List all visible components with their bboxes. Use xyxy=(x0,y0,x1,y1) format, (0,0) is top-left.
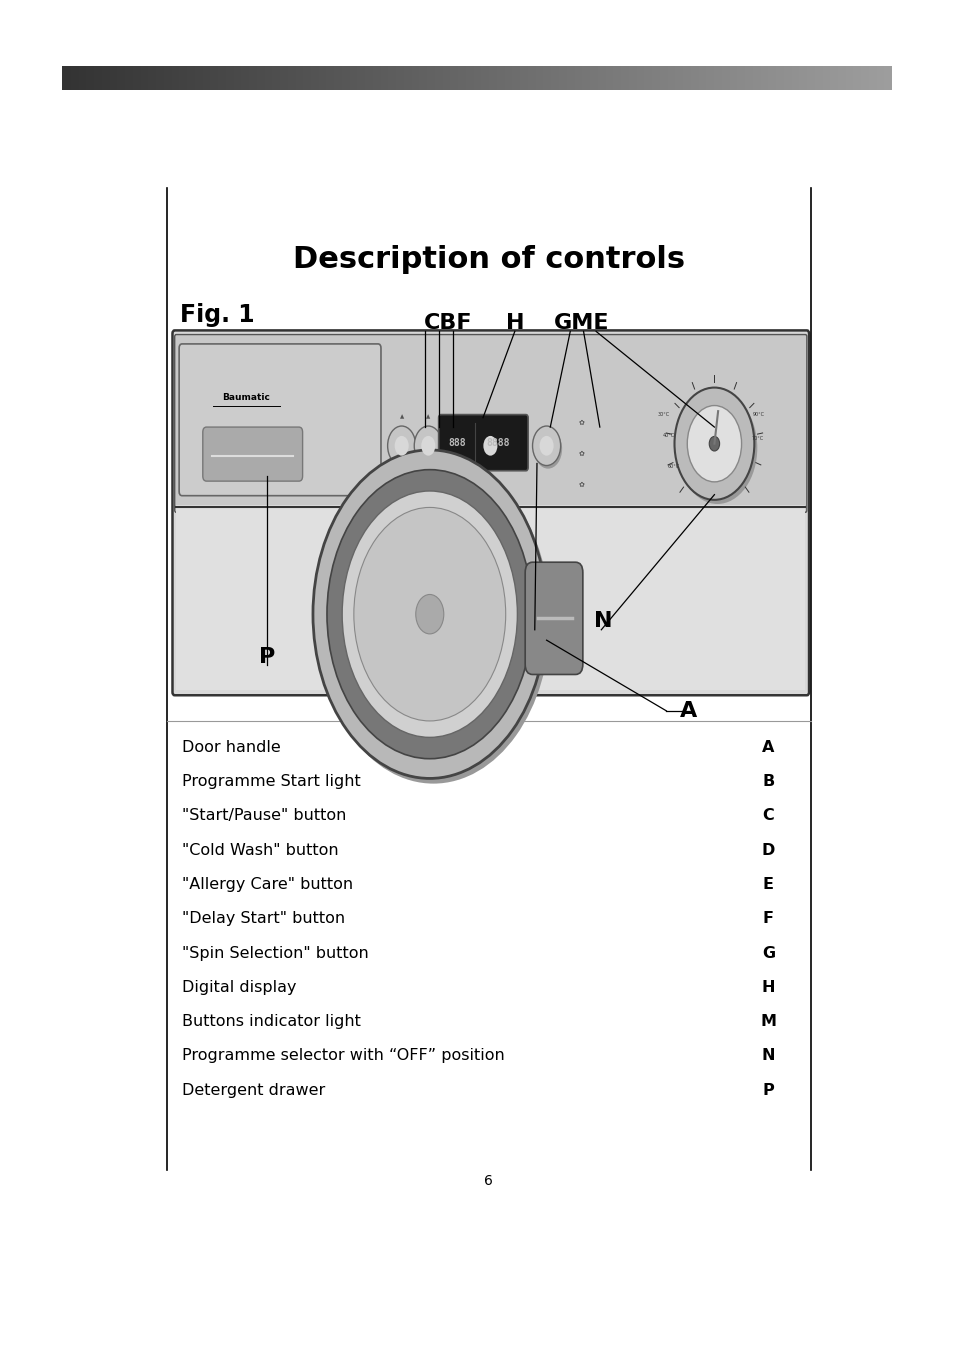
Circle shape xyxy=(414,427,442,466)
Text: C: C xyxy=(761,809,774,824)
Text: Door handle: Door handle xyxy=(182,740,280,755)
Text: 888: 888 xyxy=(448,437,465,448)
Circle shape xyxy=(395,436,408,456)
Text: 40°C: 40°C xyxy=(661,433,674,437)
FancyBboxPatch shape xyxy=(203,427,302,481)
Circle shape xyxy=(342,491,517,737)
Text: Buttons indicator light: Buttons indicator light xyxy=(182,1014,360,1029)
Text: ▲: ▲ xyxy=(426,414,430,420)
Text: 70°C: 70°C xyxy=(750,436,762,441)
Circle shape xyxy=(686,405,740,482)
Text: M: M xyxy=(760,1014,776,1029)
Text: G: G xyxy=(761,945,774,961)
Text: H: H xyxy=(760,980,775,995)
Text: 60°C: 60°C xyxy=(667,464,679,468)
Text: "Allergy Care" button: "Allergy Care" button xyxy=(182,878,353,892)
Circle shape xyxy=(316,455,550,783)
Text: MD: MD xyxy=(517,612,557,632)
Text: Detergent drawer: Detergent drawer xyxy=(182,1083,325,1098)
Text: P: P xyxy=(761,1083,774,1098)
Circle shape xyxy=(539,436,553,456)
Text: N: N xyxy=(594,612,612,632)
Text: Digital display: Digital display xyxy=(182,980,296,995)
FancyBboxPatch shape xyxy=(179,344,380,495)
Text: Description of controls: Description of controls xyxy=(293,246,684,274)
Text: A: A xyxy=(679,701,697,721)
Text: Fig. 1: Fig. 1 xyxy=(180,302,254,327)
Circle shape xyxy=(674,387,754,500)
FancyBboxPatch shape xyxy=(172,331,808,695)
Text: D: D xyxy=(760,842,774,857)
FancyBboxPatch shape xyxy=(174,335,806,512)
Text: ✿: ✿ xyxy=(578,450,583,456)
Circle shape xyxy=(327,470,532,759)
Text: "Cold Wash" button: "Cold Wash" button xyxy=(182,842,338,857)
Text: N: N xyxy=(760,1049,775,1064)
Text: Programme Start light: Programme Start light xyxy=(182,774,360,788)
Text: F: F xyxy=(762,911,773,926)
Bar xyxy=(176,505,804,690)
Circle shape xyxy=(354,508,505,721)
Text: E: E xyxy=(762,878,773,892)
Circle shape xyxy=(387,427,416,466)
Text: ✿: ✿ xyxy=(578,481,583,487)
Text: 90°C: 90°C xyxy=(752,412,764,417)
Text: P: P xyxy=(258,647,275,667)
Text: H: H xyxy=(505,313,523,333)
Text: 30°C: 30°C xyxy=(658,412,670,417)
Circle shape xyxy=(416,594,443,634)
Circle shape xyxy=(534,429,561,468)
Circle shape xyxy=(483,436,497,456)
Text: CBF: CBF xyxy=(423,313,472,333)
Circle shape xyxy=(677,392,757,504)
Text: "Start/Pause" button: "Start/Pause" button xyxy=(182,809,346,824)
Circle shape xyxy=(389,429,416,468)
Text: ▲: ▲ xyxy=(399,414,403,420)
Circle shape xyxy=(476,427,504,466)
FancyBboxPatch shape xyxy=(525,562,582,675)
Text: B: B xyxy=(761,774,774,788)
Text: A: A xyxy=(761,740,774,755)
Circle shape xyxy=(421,436,435,456)
Circle shape xyxy=(416,429,443,468)
Text: "Delay Start" button: "Delay Start" button xyxy=(182,911,345,926)
Circle shape xyxy=(532,427,560,466)
Text: Baumatic: Baumatic xyxy=(222,393,270,402)
Text: ✿: ✿ xyxy=(578,418,583,425)
Text: "Spin Selection" button: "Spin Selection" button xyxy=(182,945,369,961)
Text: 6: 6 xyxy=(484,1173,493,1188)
Circle shape xyxy=(708,436,719,451)
Text: 8888: 8888 xyxy=(486,437,510,448)
Text: Programme selector with “OFF” position: Programme selector with “OFF” position xyxy=(182,1049,504,1064)
Text: GME: GME xyxy=(553,313,608,333)
Circle shape xyxy=(477,429,505,468)
Circle shape xyxy=(313,450,546,779)
FancyBboxPatch shape xyxy=(438,414,528,471)
